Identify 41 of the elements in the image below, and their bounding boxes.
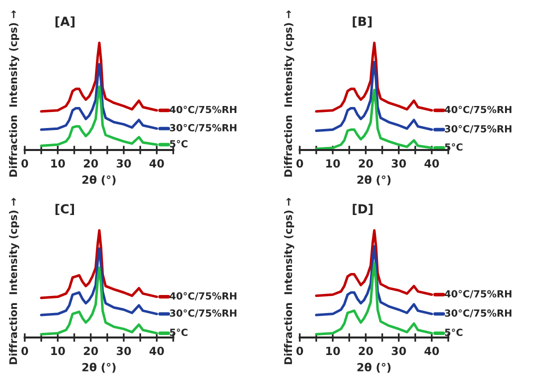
y-axis-title: Diffraction Intensity (cps) → bbox=[9, 198, 20, 364]
chart-title: [B] bbox=[352, 16, 372, 28]
x-axis-title: 2θ (°) bbox=[82, 362, 116, 373]
legend-label: 30°C/75%RH bbox=[444, 125, 512, 134]
x-tick-label: 30 bbox=[116, 346, 131, 356]
chart-title: [A] bbox=[56, 16, 74, 28]
x-tick-label: 20 bbox=[84, 346, 98, 356]
legend-label: 30°C/75%RH bbox=[170, 124, 236, 132]
x-axis-title: 2θ (°) bbox=[357, 362, 391, 373]
x-tick-label: 20 bbox=[84, 159, 98, 168]
x-tick-label: 40 bbox=[424, 159, 439, 168]
x-tick-label: 0 bbox=[21, 346, 28, 356]
legend-label: 40°C/75%RH bbox=[170, 106, 236, 114]
legend-label: 40°C/75%RH bbox=[444, 106, 512, 114]
chart-title: [C] bbox=[56, 204, 74, 216]
x-tick-label: 30 bbox=[392, 346, 406, 356]
x-tick-label: 30 bbox=[116, 159, 131, 168]
x-tick-label: 30 bbox=[392, 159, 406, 168]
legend-label: 40°C/75%RH bbox=[444, 290, 512, 298]
x-tick-label: 10 bbox=[326, 346, 340, 356]
legend-label: 30°C/75%RH bbox=[444, 309, 512, 318]
legend-label: 30°C/75%RH bbox=[170, 309, 236, 318]
y-axis-title: Diffraction Intensity (cps) → bbox=[9, 10, 20, 177]
x-tick-label: 10 bbox=[51, 346, 65, 356]
y-axis-title: Diffraction Intensity (cps) → bbox=[284, 198, 294, 364]
x-tick-label: 20 bbox=[358, 159, 373, 168]
y-axis-title: Diffraction Intensity (cps) → bbox=[284, 10, 294, 177]
x-tick-label: 0 bbox=[296, 346, 304, 356]
x-tick-label: 0 bbox=[296, 159, 304, 168]
x-tick-label: 10 bbox=[51, 159, 65, 168]
chart-title: [D] bbox=[352, 204, 372, 216]
x-axis-title: 2θ (°) bbox=[357, 175, 391, 186]
legend-label: 40°C/75%RH bbox=[170, 292, 236, 300]
x-axis-title: 2θ (°) bbox=[82, 175, 116, 186]
x-tick-label: 40 bbox=[424, 346, 439, 356]
x-tick-label: 40 bbox=[150, 159, 164, 168]
x-tick-label: 40 bbox=[150, 346, 164, 356]
legend-label: 5°C bbox=[170, 140, 188, 148]
x-tick-label: 0 bbox=[21, 159, 28, 168]
x-tick-label: 20 bbox=[358, 346, 373, 356]
x-tick-label: 10 bbox=[326, 159, 340, 168]
